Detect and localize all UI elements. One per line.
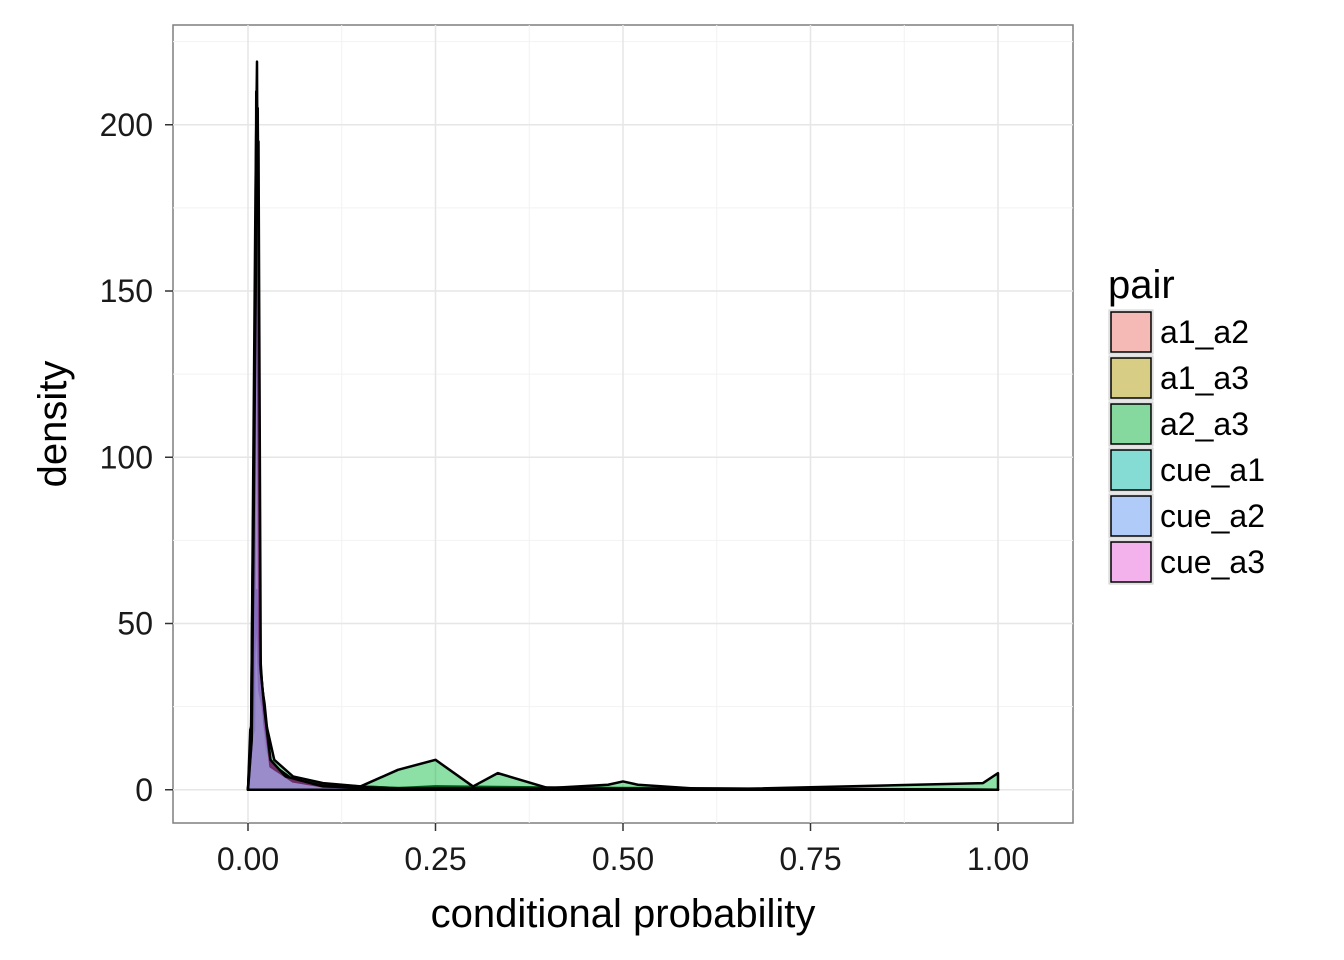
- y-tick-label: 150: [100, 273, 153, 309]
- legend-key-cue_a1: [1110, 449, 1152, 491]
- legend-label-a2_a3: a2_a3: [1160, 406, 1249, 442]
- legend-key-bg: [1108, 309, 1154, 355]
- x-tick-label: 0.50: [592, 841, 654, 877]
- legend-title: pair: [1108, 263, 1175, 307]
- density-areas: [246, 60, 1000, 791]
- y-tick-label: 0: [135, 772, 153, 808]
- x-axis: 0.00 0.25 0.50 0.75 1.00: [217, 823, 1029, 877]
- legend-key-bg: [1108, 539, 1154, 585]
- y-tick-label: 100: [100, 439, 153, 475]
- x-tick-label: 0.75: [779, 841, 841, 877]
- legend-key-bg: [1108, 493, 1154, 539]
- legend-key-bg: [1108, 401, 1154, 447]
- density-area-cue_a3: [246, 140, 1000, 791]
- x-tick-label: 0.25: [404, 841, 466, 877]
- legend-label-a1_a2: a1_a2: [1160, 314, 1249, 350]
- legend-key-a1_a2: [1110, 311, 1152, 353]
- legend-label-a1_a3: a1_a3: [1160, 360, 1249, 396]
- x-axis-title: conditional probability: [431, 892, 816, 936]
- y-axis-title: density: [31, 361, 75, 488]
- y-tick-label: 50: [117, 606, 153, 642]
- legend-label-cue_a1: cue_a1: [1160, 452, 1265, 488]
- legend-key-cue_a3: [1110, 541, 1152, 583]
- legend: pair a1_a2 a1_a3 a2_a3 cue_a1 cue_a2 cue_a3: [1108, 263, 1265, 585]
- y-axis: 0 50 100 150 200: [100, 107, 173, 808]
- legend-key-bg: [1108, 355, 1154, 401]
- x-tick-label: 1.00: [967, 841, 1029, 877]
- grid-lines: [173, 25, 1073, 823]
- legend-key-a1_a3: [1110, 357, 1152, 399]
- legend-label-cue_a3: cue_a3: [1160, 544, 1265, 580]
- legend-key-bg: [1108, 447, 1154, 493]
- x-tick-label: 0.00: [217, 841, 279, 877]
- legend-key-a2_a3: [1110, 403, 1152, 445]
- y-tick-label: 200: [100, 107, 153, 143]
- legend-label-cue_a2: cue_a2: [1160, 498, 1265, 534]
- legend-key-cue_a2: [1110, 495, 1152, 537]
